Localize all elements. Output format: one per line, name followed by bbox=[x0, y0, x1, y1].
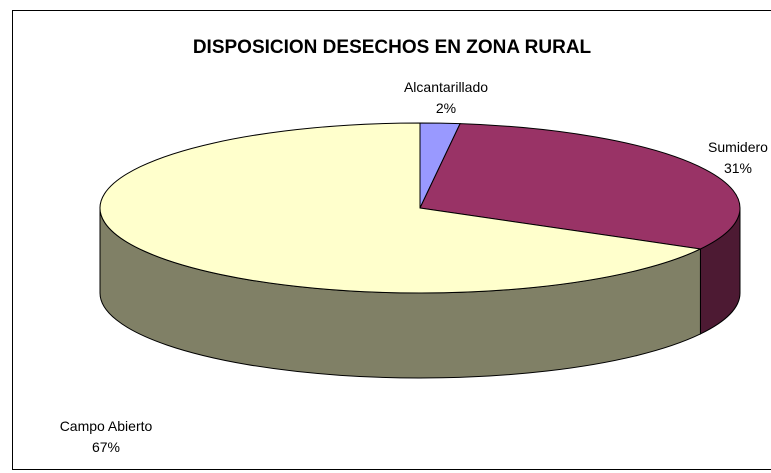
slice bbox=[99, 122, 703, 294]
chart-title: DISPOSICION DESECHOS EN ZONA RURAL bbox=[193, 37, 592, 58]
value-label: 2% bbox=[436, 100, 456, 116]
pie bbox=[99, 122, 741, 379]
category-label: Alcantarillado bbox=[404, 79, 488, 95]
slice bbox=[419, 123, 741, 250]
value-label: 67% bbox=[92, 439, 120, 455]
labels: Alcantarillado 2% Sumidero 31% Campo Abierto… bbox=[60, 79, 768, 455]
category-label: Campo Abierto bbox=[60, 418, 153, 434]
value-label: 31% bbox=[724, 160, 752, 176]
category-label: Sumidero bbox=[708, 139, 768, 155]
